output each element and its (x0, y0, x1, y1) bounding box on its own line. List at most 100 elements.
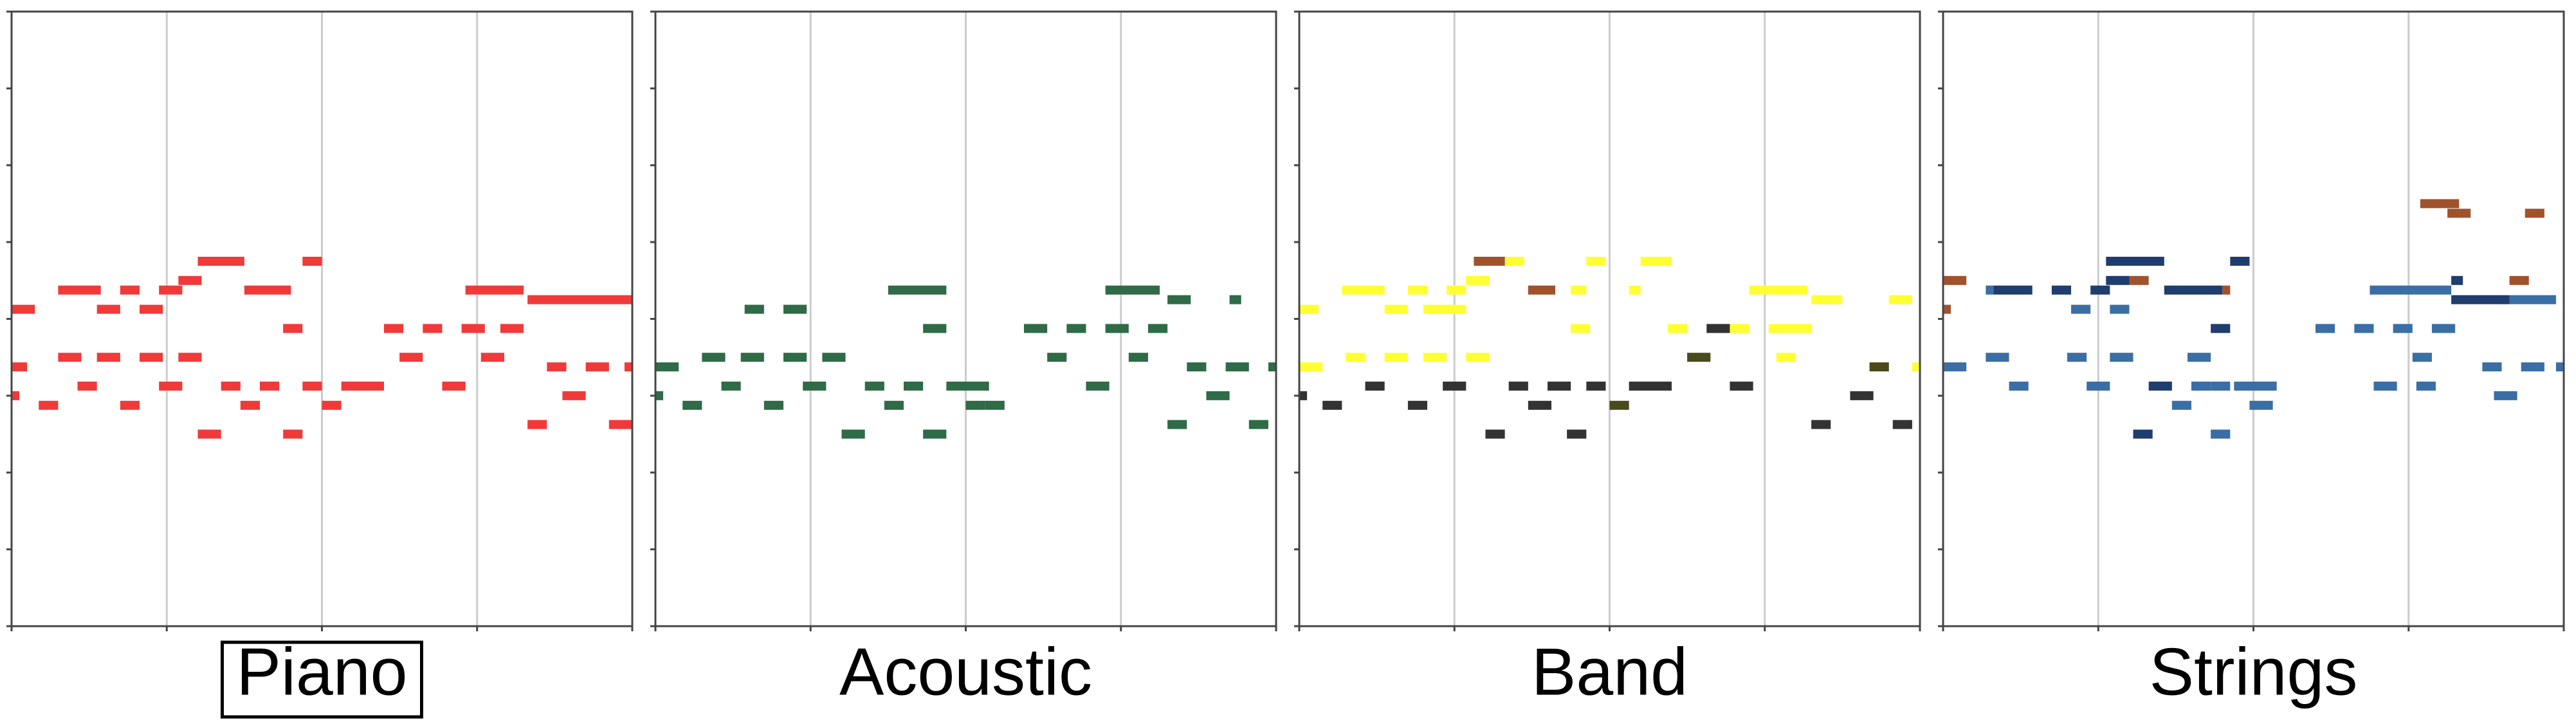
note (2451, 295, 2510, 304)
note (2106, 256, 2164, 266)
note (1268, 362, 1276, 372)
note (178, 353, 202, 362)
note (2129, 275, 2149, 285)
note (1086, 381, 1110, 391)
note (1105, 285, 1160, 295)
selection-box (221, 640, 423, 719)
note (1768, 324, 1792, 333)
note (1187, 362, 1207, 372)
panel-label[interactable]: Acoustic (839, 635, 1092, 709)
note (1167, 420, 1187, 429)
note (985, 400, 1005, 410)
note (841, 429, 865, 439)
note (783, 304, 807, 314)
note (341, 381, 384, 391)
note (1811, 295, 1843, 304)
note (442, 381, 466, 391)
note (1443, 381, 1466, 391)
note (2370, 285, 2452, 295)
note (1943, 275, 1967, 285)
note (1066, 324, 1086, 333)
note (2071, 304, 2091, 314)
note (702, 353, 726, 362)
note (1466, 275, 1490, 285)
note (1023, 324, 1048, 333)
note (1346, 353, 1366, 362)
note (1248, 420, 1268, 429)
note (1466, 353, 1490, 362)
panel-label[interactable]: Piano (237, 635, 408, 709)
note (1299, 362, 1323, 372)
note (423, 324, 443, 333)
note (763, 400, 784, 410)
note (1528, 285, 1556, 295)
note (1548, 381, 1571, 391)
note (2106, 275, 2130, 285)
note (12, 304, 35, 314)
note (2110, 304, 2130, 314)
note (302, 381, 322, 391)
note (965, 400, 985, 410)
note (1687, 353, 1711, 362)
note (197, 429, 221, 439)
note (461, 324, 485, 333)
note (2187, 353, 2211, 362)
note (322, 400, 342, 410)
note (1485, 429, 1505, 439)
note (2494, 391, 2517, 400)
note (585, 362, 609, 372)
note (1776, 353, 1796, 362)
note (547, 362, 567, 372)
note (1299, 391, 1308, 400)
panel-label[interactable]: Band (1531, 635, 1688, 709)
note (2051, 285, 2072, 295)
note (1474, 256, 1505, 266)
note (2412, 353, 2432, 362)
panel-frame (654, 10, 1277, 627)
note (2420, 199, 2460, 209)
note (2009, 381, 2029, 391)
note (2447, 209, 2471, 218)
note (1342, 285, 1385, 295)
note (562, 391, 586, 400)
note (1206, 391, 1230, 400)
note (96, 353, 120, 362)
note (1407, 285, 1428, 295)
note (2416, 381, 2436, 391)
note (2431, 324, 2456, 333)
note (2171, 400, 2191, 410)
note (1528, 400, 1552, 410)
note (12, 362, 28, 372)
note (740, 353, 764, 362)
note (1609, 400, 1629, 410)
note (888, 285, 947, 295)
note (2090, 285, 2110, 295)
note (1167, 295, 1191, 304)
note (1423, 353, 1447, 362)
note (1706, 324, 1730, 333)
note (1322, 400, 1342, 410)
note (1586, 256, 1606, 266)
note (1850, 391, 1874, 400)
note (302, 256, 322, 266)
note (1504, 256, 1524, 266)
note (1943, 362, 1967, 372)
note (2555, 362, 2564, 372)
panel-label[interactable]: Strings (2150, 635, 2358, 709)
note (655, 362, 679, 372)
note (2222, 285, 2231, 295)
note (904, 381, 924, 391)
note (2110, 353, 2133, 362)
note (2191, 381, 2211, 391)
note (1384, 353, 1408, 362)
note (608, 420, 632, 429)
note (2521, 362, 2544, 372)
note (1423, 304, 1466, 314)
note (58, 353, 82, 362)
note (77, 381, 97, 391)
note (1888, 295, 1912, 304)
note (260, 381, 280, 391)
note (1508, 381, 1528, 391)
note (682, 400, 702, 410)
